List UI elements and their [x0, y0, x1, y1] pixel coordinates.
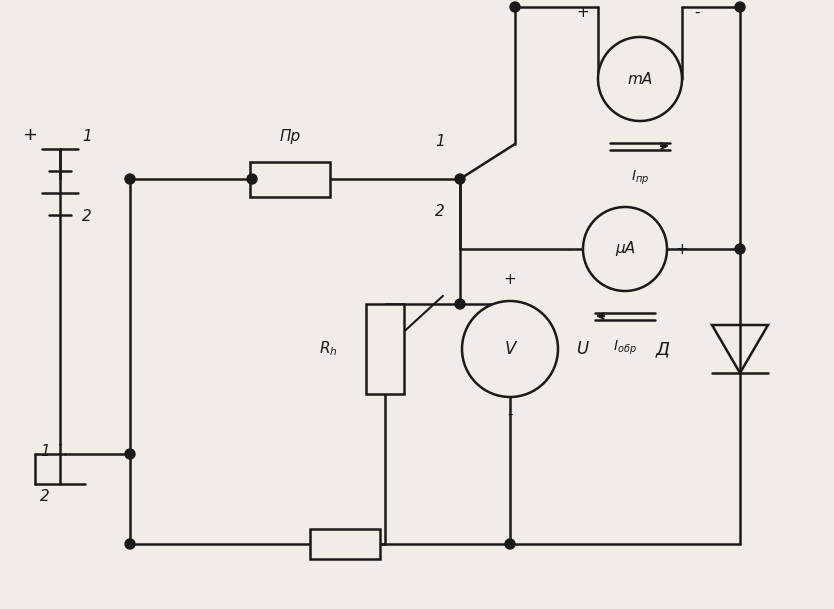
Text: $I_{обр}$: $I_{обр}$	[613, 339, 637, 357]
Text: -: -	[694, 5, 700, 20]
Circle shape	[583, 207, 667, 291]
Text: V: V	[505, 340, 515, 358]
Circle shape	[125, 449, 135, 459]
Text: 2: 2	[435, 204, 445, 219]
Bar	[366, 304, 404, 394]
Text: μA: μA	[615, 242, 635, 256]
Circle shape	[125, 539, 135, 549]
Circle shape	[455, 174, 465, 184]
Bar	[310, 529, 380, 559]
Circle shape	[455, 299, 465, 309]
Circle shape	[510, 2, 520, 12]
Text: 1: 1	[82, 129, 92, 144]
Circle shape	[247, 174, 257, 184]
Text: U: U	[576, 340, 588, 358]
Text: 1: 1	[40, 444, 50, 459]
Text: 2: 2	[82, 209, 92, 224]
Text: 2: 2	[40, 489, 50, 504]
Circle shape	[598, 37, 682, 121]
Text: +: +	[23, 126, 38, 144]
Circle shape	[735, 2, 745, 12]
Text: +: +	[676, 242, 688, 256]
Text: -: -	[507, 407, 513, 422]
Text: Д: Д	[656, 340, 670, 358]
Text: +: +	[504, 272, 516, 287]
Text: -: -	[565, 242, 570, 256]
Text: $I_{пр}$: $I_{пр}$	[631, 169, 649, 188]
Circle shape	[735, 244, 745, 254]
Circle shape	[125, 174, 135, 184]
Text: +: +	[576, 5, 590, 20]
Text: Пр: Пр	[279, 128, 300, 144]
Bar	[250, 161, 330, 197]
Circle shape	[505, 539, 515, 549]
Text: $R_h$: $R_h$	[319, 340, 338, 358]
Text: 1: 1	[435, 134, 445, 149]
Circle shape	[462, 301, 558, 397]
Text: mA: mA	[627, 71, 653, 86]
